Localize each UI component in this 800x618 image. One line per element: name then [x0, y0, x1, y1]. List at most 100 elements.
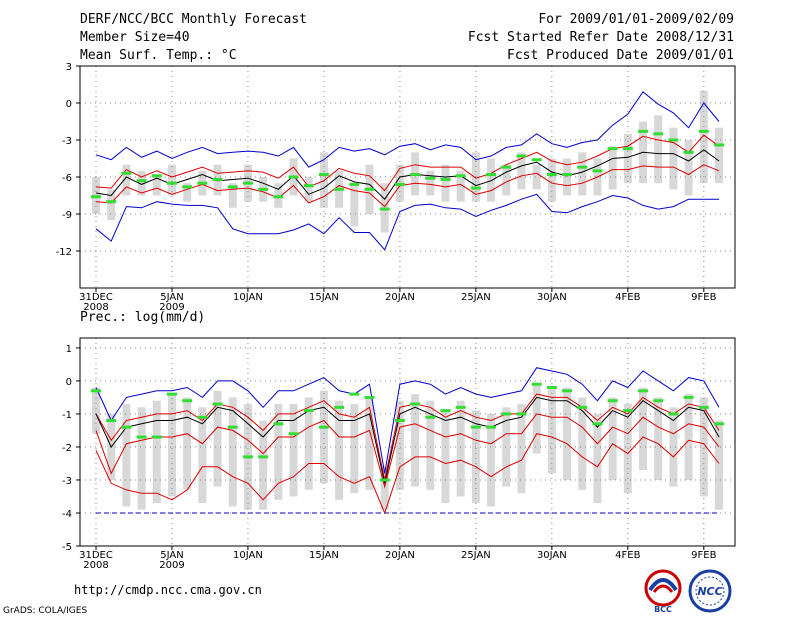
observed-mark [197, 415, 208, 419]
ensemble-box [411, 394, 420, 487]
x-tick-label: 15JAN [309, 292, 339, 303]
observed-mark [242, 181, 253, 185]
ensemble-box [426, 400, 435, 490]
observed-mark [683, 395, 694, 399]
envelope-min-line [95, 433, 720, 515]
observed-mark [622, 409, 633, 413]
x-tick-label: 5JAN [160, 292, 183, 303]
ensemble-box [92, 387, 100, 434]
ensemble-box [137, 170, 146, 196]
x-tick-label: 9FEB [691, 550, 716, 561]
x-tick-sublabel: 2009 [159, 560, 184, 571]
observed-mark [592, 169, 603, 173]
ensemble-box [593, 413, 602, 504]
observed-mark [394, 419, 405, 423]
ensemble-box [715, 420, 723, 510]
y-tick-label: 0 [66, 377, 72, 388]
observed-mark [273, 422, 284, 426]
observed-mark [516, 412, 527, 416]
observed-mark [349, 392, 360, 396]
observed-mark [714, 143, 724, 147]
observed-mark [592, 422, 603, 426]
plot-frame [79, 65, 736, 289]
observed-mark [151, 435, 162, 439]
observed-mark [334, 187, 345, 191]
ensemble-box [547, 387, 556, 474]
ensemble-mean-line [95, 396, 720, 484]
observed-mark [212, 177, 223, 181]
observed-mark [106, 419, 117, 423]
observed-mark [364, 395, 375, 399]
observed-mark [638, 129, 649, 133]
y-tick-label: 1 [66, 344, 72, 355]
observed-mark [288, 175, 299, 179]
observed-mark [227, 185, 238, 189]
ensemble-box [152, 400, 161, 504]
observed-mark [486, 425, 497, 429]
ensemble-box [623, 133, 632, 184]
observed-mark [546, 173, 557, 177]
ensemble-box [350, 183, 359, 227]
observed-mark [653, 399, 664, 403]
member-size: Member Size=40 [80, 30, 190, 45]
x-tick-label: 4FEB [615, 292, 640, 303]
observed-mark [668, 138, 679, 142]
ensemble-box [335, 400, 344, 500]
chart-title: DERF/NCC/BCC Monthly Forecast [80, 12, 307, 27]
envelope-max-line [95, 91, 720, 168]
observed-mark [714, 422, 724, 426]
observed-mark [607, 399, 618, 403]
ensemble-box [578, 397, 587, 490]
observed-mark [683, 150, 694, 154]
ensemble-box [122, 404, 131, 507]
x-tick-label: 25JAN [461, 292, 491, 303]
observed-mark [303, 409, 314, 413]
observed-mark [303, 184, 314, 188]
observed-mark [486, 173, 497, 177]
precip-panel-title: Prec.: log(mm/d) [80, 310, 206, 325]
grads-credit: GrADS: COLA/IGES [3, 606, 88, 616]
observed-mark [440, 177, 451, 181]
observed-mark [394, 182, 405, 186]
x-tick-label: 20JAN [385, 292, 415, 303]
observed-mark [212, 402, 223, 406]
ensemble-box [395, 400, 404, 490]
ensemble-box [487, 158, 496, 202]
ensemble-box [563, 387, 572, 480]
observed-mark [531, 382, 542, 386]
observed-mark [379, 478, 390, 482]
y-tick-label: -4 [62, 509, 72, 520]
observed-mark [638, 389, 649, 393]
observed-mark [166, 392, 177, 396]
observed-mark [258, 187, 269, 191]
observed-mark [227, 425, 238, 429]
y-tick-label: -2 [62, 443, 72, 454]
ncc-logo-globe [695, 576, 725, 606]
footer-url[interactable]: http://cmdp.ncc.cma.gov.cn [74, 583, 262, 597]
plot-frame [79, 337, 736, 547]
observed-mark [562, 173, 573, 177]
forecast-period: For 2009/01/01-2009/02/09 [538, 12, 734, 27]
observed-mark [379, 207, 390, 211]
observed-mark [91, 195, 101, 199]
observed-mark [106, 200, 117, 204]
observed-mark [440, 409, 451, 413]
observed-mark [622, 147, 633, 151]
ensemble-box [684, 140, 693, 196]
observed-mark [470, 425, 481, 429]
bcc-logo: BCC [644, 569, 682, 614]
x-tick-label: 10JAN [233, 550, 263, 561]
bcc-logo-text: BCC [654, 605, 672, 614]
observed-mark [121, 171, 132, 175]
observed-mark [516, 154, 527, 158]
ncc-logo-text: NCC [697, 585, 722, 598]
ensemble-box [547, 158, 556, 202]
ensemble-box [669, 407, 678, 487]
ensemble-box [167, 164, 176, 196]
ensemble-box [699, 397, 708, 497]
ensemble-box [107, 189, 116, 221]
fcst-started-date: Fcst Started Refer Date 2008/12/31 [467, 30, 734, 45]
ensemble-box [517, 152, 526, 190]
ensemble-box [213, 390, 222, 487]
